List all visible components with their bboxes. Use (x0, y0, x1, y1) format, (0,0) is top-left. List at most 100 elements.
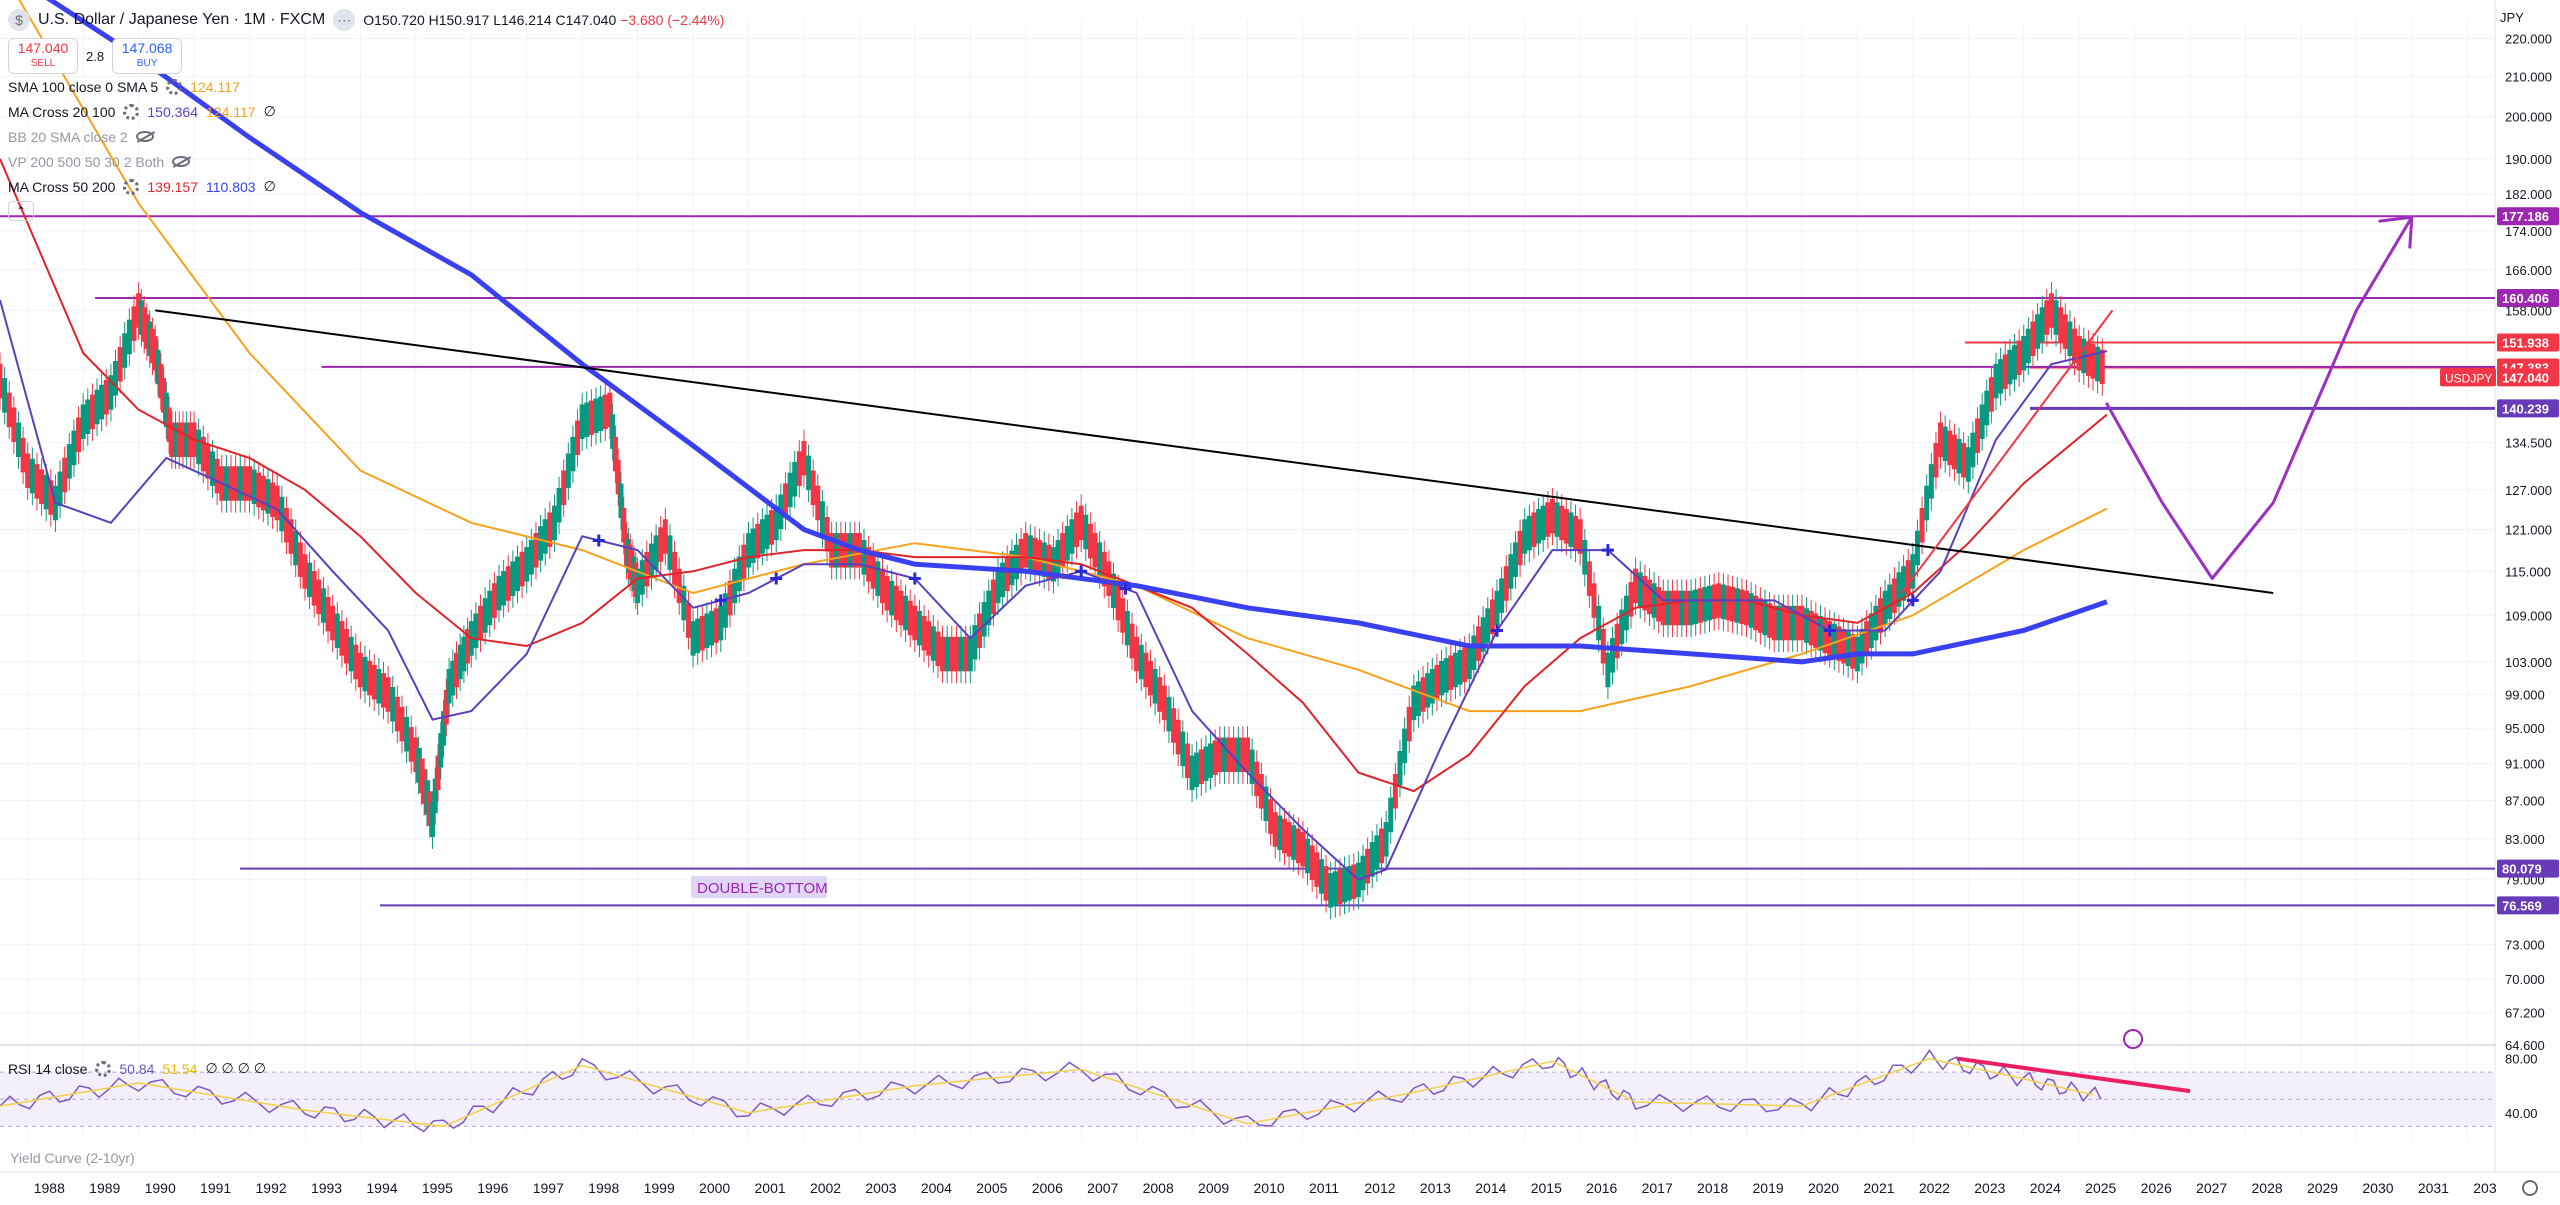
candle-body (1919, 507, 1925, 543)
symbol-title[interactable]: U.S. Dollar / Japanese Yen · 1M · FXCM (38, 11, 326, 28)
settings-icon[interactable] (123, 103, 140, 120)
candle-body (76, 417, 82, 452)
hidden-eye-icon[interactable] (135, 131, 154, 142)
candle-body (1702, 587, 1708, 622)
rsi-tick-label: 80.00 (2505, 1052, 2538, 1067)
candle-body (713, 608, 719, 643)
candle-body (2002, 354, 2008, 389)
candle-body (1988, 377, 1994, 412)
cross-marker (714, 594, 727, 607)
price-badge (2497, 207, 2559, 226)
price-tick-label: 115.000 (2505, 564, 2551, 579)
indicator-row[interactable]: SMA 100 close 0 SMA 5 124.117 (8, 74, 724, 99)
candle-body (6, 392, 12, 428)
time-tick-label: 1990 (145, 1180, 176, 1196)
candle-body (1873, 605, 1879, 641)
candle-body (339, 621, 345, 656)
candle-body (427, 791, 433, 826)
candle-body (1378, 828, 1384, 864)
candle-body (1000, 562, 1006, 598)
candle-body (782, 483, 788, 519)
candle-body (149, 328, 155, 364)
candle-body (421, 769, 427, 804)
symbol-badge-label: USDJPY (2445, 371, 2492, 385)
drawings: DOUBLE-BOTTOM (155, 215, 2414, 899)
candle-body (1143, 652, 1149, 688)
indicator-row[interactable]: BB 20 SMA close 2 (8, 124, 724, 149)
candle-body (1540, 505, 1546, 541)
time-axis[interactable]: 1988 1989 1990 1991 1992 1993 1994 1995 1996 1997… (0, 1171, 2560, 1205)
high-value: H150.917 (428, 12, 490, 28)
candle-body (764, 514, 770, 550)
candle-body (247, 466, 252, 501)
price-axis[interactable]: 220.000 210.000 200.000 190.000 182.000 174.0… (2440, 0, 2560, 1205)
candle-body (180, 422, 186, 458)
candle-body (152, 335, 158, 371)
candle-body (1439, 660, 1445, 696)
indicator-row[interactable]: VP 200 500 50 30 2 Both (8, 149, 724, 174)
candle-body (1027, 535, 1033, 570)
candle-body (1744, 590, 1749, 626)
buy-button[interactable]: 147.068 BUY (112, 38, 183, 74)
candle-body (371, 664, 377, 700)
candle-body (2099, 349, 2105, 385)
more-icon[interactable]: ⋯ (333, 9, 356, 31)
candle-body (89, 394, 95, 430)
candle-body (57, 471, 63, 507)
time-tick-label: 2029 (2307, 1180, 2338, 1196)
price-badge (2497, 288, 2559, 307)
candle-body (921, 616, 927, 651)
collapse-legend-button[interactable]: ⌃ (8, 201, 34, 221)
indicator-row[interactable]: MA Cross 50 200 139.157 110.803 ∅ (8, 174, 724, 199)
candle-body (136, 293, 142, 328)
cross-marker (770, 572, 783, 585)
settings-icon[interactable] (123, 178, 140, 195)
candle-body (1013, 544, 1019, 580)
indicator-row[interactable]: MA Cross 20 100 150.364 124.117 ∅ (8, 99, 724, 124)
candle-body (612, 436, 618, 472)
candle-body (223, 466, 229, 501)
rsi-settings-icon[interactable] (95, 1060, 112, 1077)
candle-body (1933, 443, 1939, 478)
candle-body (43, 474, 49, 510)
candle-body (1175, 719, 1181, 755)
candle-body (1651, 583, 1657, 618)
candle-body (1720, 584, 1726, 620)
currency-label[interactable]: JPY (2500, 10, 2524, 25)
change-value: −3.680 (−2.44%) (620, 12, 725, 28)
candle-body (972, 625, 978, 660)
candle-body (169, 422, 175, 458)
candle-body (334, 613, 340, 648)
rsi-name[interactable]: RSI 14 close (8, 1060, 88, 1077)
candle-body (916, 610, 922, 646)
candle-body (242, 466, 248, 501)
candle-body (1272, 812, 1278, 847)
candle-body (736, 556, 742, 592)
time-tick-label: 2026 (2141, 1180, 2172, 1196)
yield-curve-label[interactable]: Yield Curve (2-10yr) (10, 1150, 135, 1166)
candle-body (1046, 544, 1052, 580)
candle-body (801, 440, 807, 476)
candle-body (1124, 610, 1130, 646)
candle-body (1392, 774, 1398, 809)
candle-body (1397, 751, 1403, 786)
candle-body (408, 727, 414, 762)
close-value: C147.040 (555, 12, 617, 28)
price-tick-label: 83.000 (2505, 832, 2545, 847)
candle-body (1037, 540, 1043, 575)
candle-body (270, 482, 276, 517)
candle-body (759, 519, 765, 554)
double-bottom-bg (691, 876, 828, 899)
candle-body (1249, 749, 1255, 785)
candle-body (746, 533, 751, 568)
candle-body (1305, 838, 1311, 874)
candle-body (648, 543, 654, 579)
rsi-tail: ∅ ∅ ∅ ∅ (205, 1060, 266, 1076)
hidden-eye-icon[interactable] (172, 156, 191, 167)
candle-body (251, 469, 257, 504)
candle-body (450, 660, 456, 696)
sell-button[interactable]: 147.040 SELL (8, 38, 78, 74)
candle-body (1725, 585, 1731, 621)
settings-icon[interactable] (166, 78, 183, 95)
